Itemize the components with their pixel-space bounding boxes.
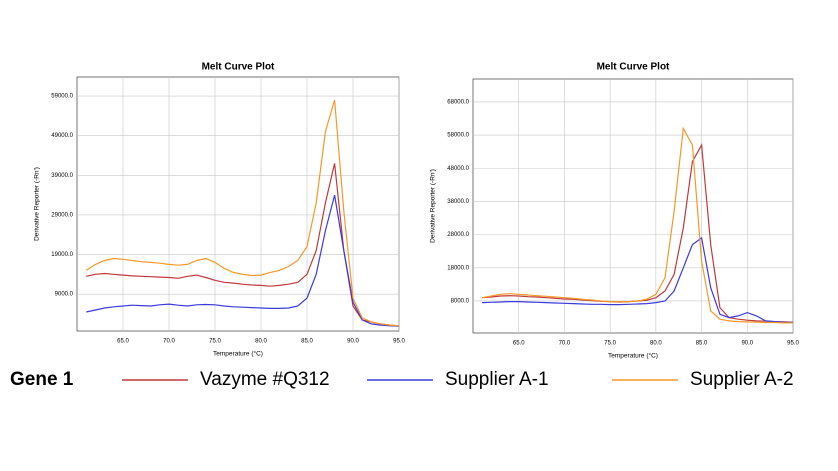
x-tick-label: 85.0 bbox=[301, 339, 313, 345]
y-axis-label: Derivative Reporter (-Rn') bbox=[34, 167, 41, 241]
legend-label: Supplier A-1 bbox=[445, 369, 549, 390]
x-tick-label: 80.0 bbox=[255, 339, 267, 345]
x-tick-label: 95.0 bbox=[787, 341, 799, 347]
y-tick-label: 9000.0 bbox=[55, 292, 74, 298]
y-tick-label: 48000.0 bbox=[447, 166, 469, 172]
y-axis-label: Derivative Reporter (-Rn') bbox=[430, 169, 437, 243]
y-tick-label: 58000.0 bbox=[447, 133, 469, 139]
x-tick-label: 95.0 bbox=[393, 339, 405, 345]
x-axis-label: Temperature (°C) bbox=[213, 350, 263, 358]
melt-curve bbox=[86, 194, 400, 327]
legend-title: Gene 1 bbox=[10, 369, 74, 390]
legend-label: Vazyme #Q312 bbox=[200, 369, 330, 390]
y-tick-label: 59000.0 bbox=[51, 94, 73, 100]
y-tick-label: 28000.0 bbox=[447, 232, 469, 238]
x-tick-label: 70.0 bbox=[163, 339, 175, 345]
x-tick-label: 85.0 bbox=[696, 341, 708, 347]
x-tick-label: 90.0 bbox=[741, 341, 753, 347]
y-tick-label: 39000.0 bbox=[51, 173, 73, 179]
melt-curve bbox=[85, 99, 400, 327]
y-tick-label: 29000.0 bbox=[51, 212, 73, 218]
x-tick-label: 90.0 bbox=[347, 339, 359, 345]
melt-curve bbox=[481, 126, 793, 324]
plot-area bbox=[76, 76, 400, 332]
melt-curve bbox=[482, 236, 794, 324]
x-tick-label: 75.0 bbox=[209, 339, 221, 345]
x-tick-label: 70.0 bbox=[559, 341, 571, 347]
x-tick-label: 80.0 bbox=[650, 341, 662, 347]
chart-title: Melt Curve Plot bbox=[202, 62, 275, 73]
y-tick-label: 68000.0 bbox=[447, 99, 469, 105]
y-tick-label: 18000.0 bbox=[447, 265, 469, 271]
legend-label: Supplier A-2 bbox=[690, 369, 794, 390]
x-tick-label: 65.0 bbox=[117, 339, 129, 345]
chart-title: Melt Curve Plot bbox=[597, 62, 670, 73]
x-tick-label: 75.0 bbox=[604, 341, 616, 347]
x-tick-label: 65.0 bbox=[513, 341, 525, 347]
y-tick-label: 49000.0 bbox=[51, 133, 73, 139]
y-tick-label: 19000.0 bbox=[51, 252, 73, 258]
y-tick-label: 8000.0 bbox=[451, 299, 470, 305]
x-axis-label: Temperature (°C) bbox=[608, 352, 658, 360]
plot-area bbox=[472, 78, 794, 334]
y-tick-label: 38000.0 bbox=[447, 199, 469, 205]
